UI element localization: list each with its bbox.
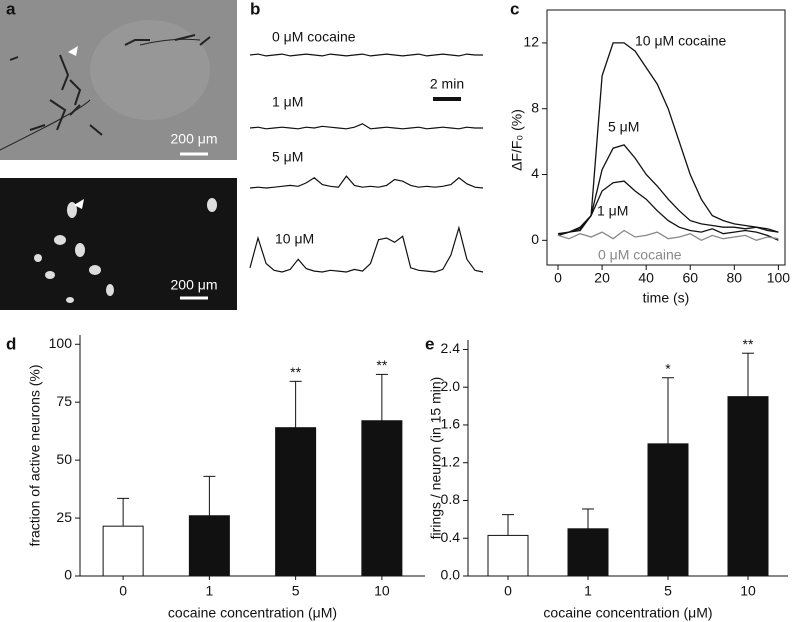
line: [557, 42, 779, 237]
bar: [361, 420, 403, 577]
series-label: 5 μM: [608, 119, 639, 135]
image-shading: [90, 20, 210, 120]
bar: [102, 525, 144, 577]
trace-label: 1 μM: [272, 94, 303, 110]
bar: [567, 528, 609, 577]
bar: [275, 427, 317, 577]
x-axis-label: time (s): [643, 290, 690, 306]
significance: **: [376, 357, 387, 373]
panel-label: a: [6, 0, 16, 18]
series-label: 10 μM cocaine: [635, 33, 727, 49]
x-tick-label: 100: [767, 270, 791, 286]
x-tick-label: 5: [292, 583, 300, 599]
series-label: 1 μM: [597, 203, 628, 219]
x-tick-label: 10: [740, 583, 756, 599]
y-tick-label: 0.4: [441, 529, 461, 545]
panel-label: c: [510, 0, 519, 18]
y-tick-label: 8: [531, 99, 539, 115]
cells-fluorescent: [34, 198, 217, 303]
y-tick-label: 12: [523, 34, 539, 50]
bar: [727, 396, 769, 577]
y-axis-label: firings / neuron (in 15 min): [428, 377, 444, 540]
x-tick-label: 80: [727, 270, 743, 286]
y-tick-label: 2.4: [441, 340, 461, 356]
panel-label: d: [6, 334, 16, 353]
panel-label: b: [250, 0, 260, 18]
significance: **: [290, 364, 301, 380]
plot-frame: [546, 9, 786, 266]
x-axis-label: cocaine concentration (μM): [168, 605, 337, 621]
trace: [249, 53, 483, 57]
trace-label: 10 μM: [275, 231, 314, 247]
time-scale-label: 2 min: [430, 76, 464, 92]
arrowhead: [68, 46, 78, 56]
line: [557, 180, 779, 241]
x-tick-label: 10: [374, 583, 390, 599]
y-tick-label: 4: [531, 165, 539, 181]
arrowhead: [74, 199, 84, 209]
scale-bar-label: 200 μm: [171, 131, 218, 147]
x-axis-label: cocaine concentration (μM): [543, 605, 712, 621]
trace-label: 5 μM: [272, 149, 303, 165]
significance: **: [743, 336, 754, 352]
bar: [647, 443, 689, 577]
trace: [249, 225, 484, 273]
scale-bar-label: 200 μm: [171, 277, 218, 293]
y-axis-label: fraction of active neurons (%): [27, 364, 43, 546]
fluorescence-image: [0, 178, 237, 310]
y-tick-label: 25: [56, 509, 72, 525]
y-tick-label: 50: [56, 451, 72, 467]
line: [557, 229, 779, 242]
trace-label: 0 μM cocaine: [272, 29, 356, 45]
trace: [249, 175, 484, 189]
y-tick-label: 75: [56, 393, 72, 409]
y-tick-label: 0.8: [441, 491, 461, 507]
y-tick-label: 0: [531, 231, 539, 247]
cells: [0, 34, 211, 151]
x-tick-label: 0: [504, 583, 512, 599]
y-tick-label: 1.2: [441, 453, 461, 469]
y-tick-label: 1.6: [441, 416, 461, 432]
significance: *: [665, 360, 671, 376]
y-tick-label: 0: [64, 567, 72, 583]
bar: [188, 515, 230, 577]
trace: [249, 123, 483, 130]
series-label: 0 μM cocaine: [598, 247, 682, 263]
x-tick-label: 5: [664, 583, 672, 599]
y-tick-label: 100: [49, 335, 73, 351]
x-tick-label: 20: [594, 270, 610, 286]
x-tick-label: 0: [119, 583, 127, 599]
line: [557, 144, 779, 237]
panel-label: e: [425, 334, 434, 353]
x-tick-label: 40: [638, 270, 654, 286]
y-tick-label: 0.0: [441, 567, 461, 583]
y-axis-label: ΔF/F₀ (%): [509, 109, 525, 171]
y-tick-label: 2.0: [441, 378, 461, 394]
x-tick-label: 1: [584, 583, 592, 599]
x-tick-label: 0: [554, 270, 562, 286]
x-tick-label: 1: [205, 583, 213, 599]
bar: [487, 534, 529, 577]
x-tick-label: 60: [682, 270, 698, 286]
